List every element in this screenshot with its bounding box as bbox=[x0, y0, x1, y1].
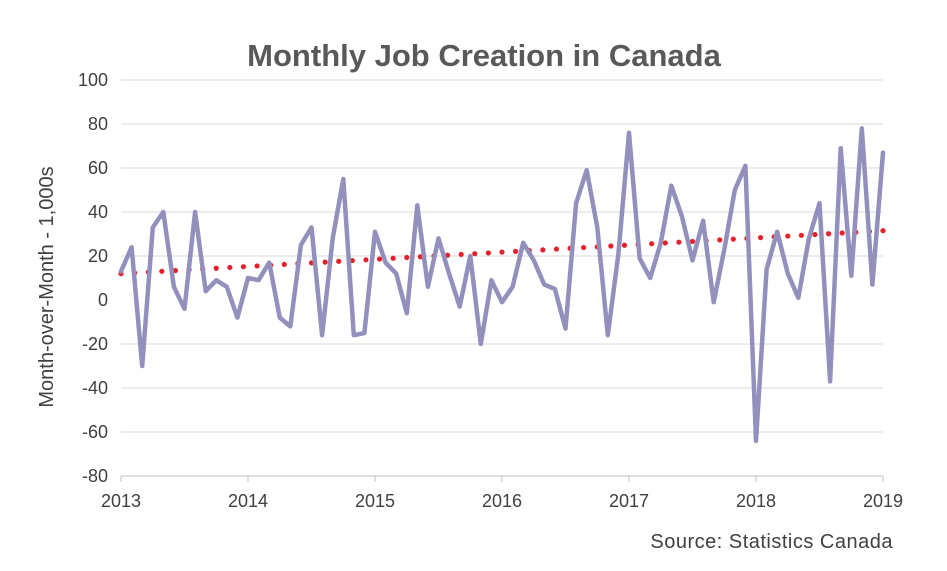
trend-dot bbox=[513, 248, 519, 254]
x-tick-label: 2018 bbox=[736, 491, 776, 511]
y-tick-label: 0 bbox=[98, 290, 108, 310]
trend-dot bbox=[581, 244, 587, 251]
y-tick-label: -20 bbox=[82, 334, 108, 354]
y-tick-label: 60 bbox=[88, 158, 108, 178]
trend-dot bbox=[254, 263, 260, 269]
trend-dot bbox=[281, 261, 287, 268]
trend-dot bbox=[240, 264, 247, 270]
trend-dot bbox=[662, 240, 668, 246]
source-note: Source: Statistics Canada bbox=[650, 531, 893, 553]
trend-dot bbox=[717, 237, 723, 243]
x-tick-label: 2013 bbox=[101, 491, 141, 511]
y-tick-label: -60 bbox=[82, 422, 108, 442]
y-tick-label: 80 bbox=[88, 114, 108, 134]
trend-dot bbox=[689, 238, 696, 245]
trend-dot bbox=[172, 267, 179, 274]
chart-title: Monthly Job Creation in Canada bbox=[247, 38, 721, 73]
trend-dot bbox=[676, 239, 682, 245]
x-tick-label: 2015 bbox=[355, 491, 395, 511]
trend-dot bbox=[472, 251, 478, 257]
y-tick-label: 20 bbox=[88, 246, 108, 266]
trend-dot bbox=[159, 268, 165, 274]
y-tick-label: 100 bbox=[78, 70, 108, 90]
y-axis-label: Month-over-Month - 1,000s bbox=[36, 166, 58, 407]
trend-dot bbox=[812, 231, 818, 238]
y-tick-label: -40 bbox=[82, 378, 108, 398]
x-tick-label: 2017 bbox=[609, 491, 649, 511]
trend-dot bbox=[322, 259, 328, 265]
trend-dot bbox=[730, 236, 736, 242]
y-tick-label: -80 bbox=[82, 466, 108, 486]
trend-dot bbox=[499, 249, 505, 255]
trend-dot bbox=[825, 231, 832, 237]
trend-dot bbox=[458, 251, 464, 258]
trend-dot bbox=[213, 265, 219, 271]
trend-dot bbox=[376, 256, 383, 262]
trend-dot bbox=[798, 232, 804, 238]
y-tick-labels: -80 -60 -40 -20 0 20 40 60 80 100 bbox=[78, 70, 108, 486]
x-tick-label: 2019 bbox=[863, 491, 903, 511]
trend-dot bbox=[485, 250, 491, 256]
trend-dot bbox=[227, 264, 233, 271]
trend-dot bbox=[757, 234, 764, 241]
trend-dot bbox=[649, 241, 655, 247]
x-tick-labels: 2013 2014 2015 2016 2017 2018 2019 bbox=[101, 476, 903, 511]
trend-dot bbox=[839, 230, 845, 236]
gridlines bbox=[121, 79, 883, 477]
trend-dot bbox=[390, 255, 396, 261]
x-tick-label: 2016 bbox=[482, 491, 522, 511]
trend-dot bbox=[540, 247, 546, 253]
trend-dot bbox=[621, 242, 628, 248]
series-line-job-creation bbox=[118, 126, 886, 444]
trend-dot bbox=[404, 254, 410, 261]
trend-dot bbox=[785, 233, 791, 239]
trend-dot bbox=[608, 243, 614, 249]
trend-dot bbox=[553, 246, 560, 252]
trend-dot bbox=[880, 228, 886, 234]
trend-dot bbox=[336, 258, 342, 264]
trend-dot bbox=[363, 257, 369, 263]
y-tick-label: 40 bbox=[88, 202, 108, 222]
x-tick-label: 2014 bbox=[228, 491, 268, 511]
